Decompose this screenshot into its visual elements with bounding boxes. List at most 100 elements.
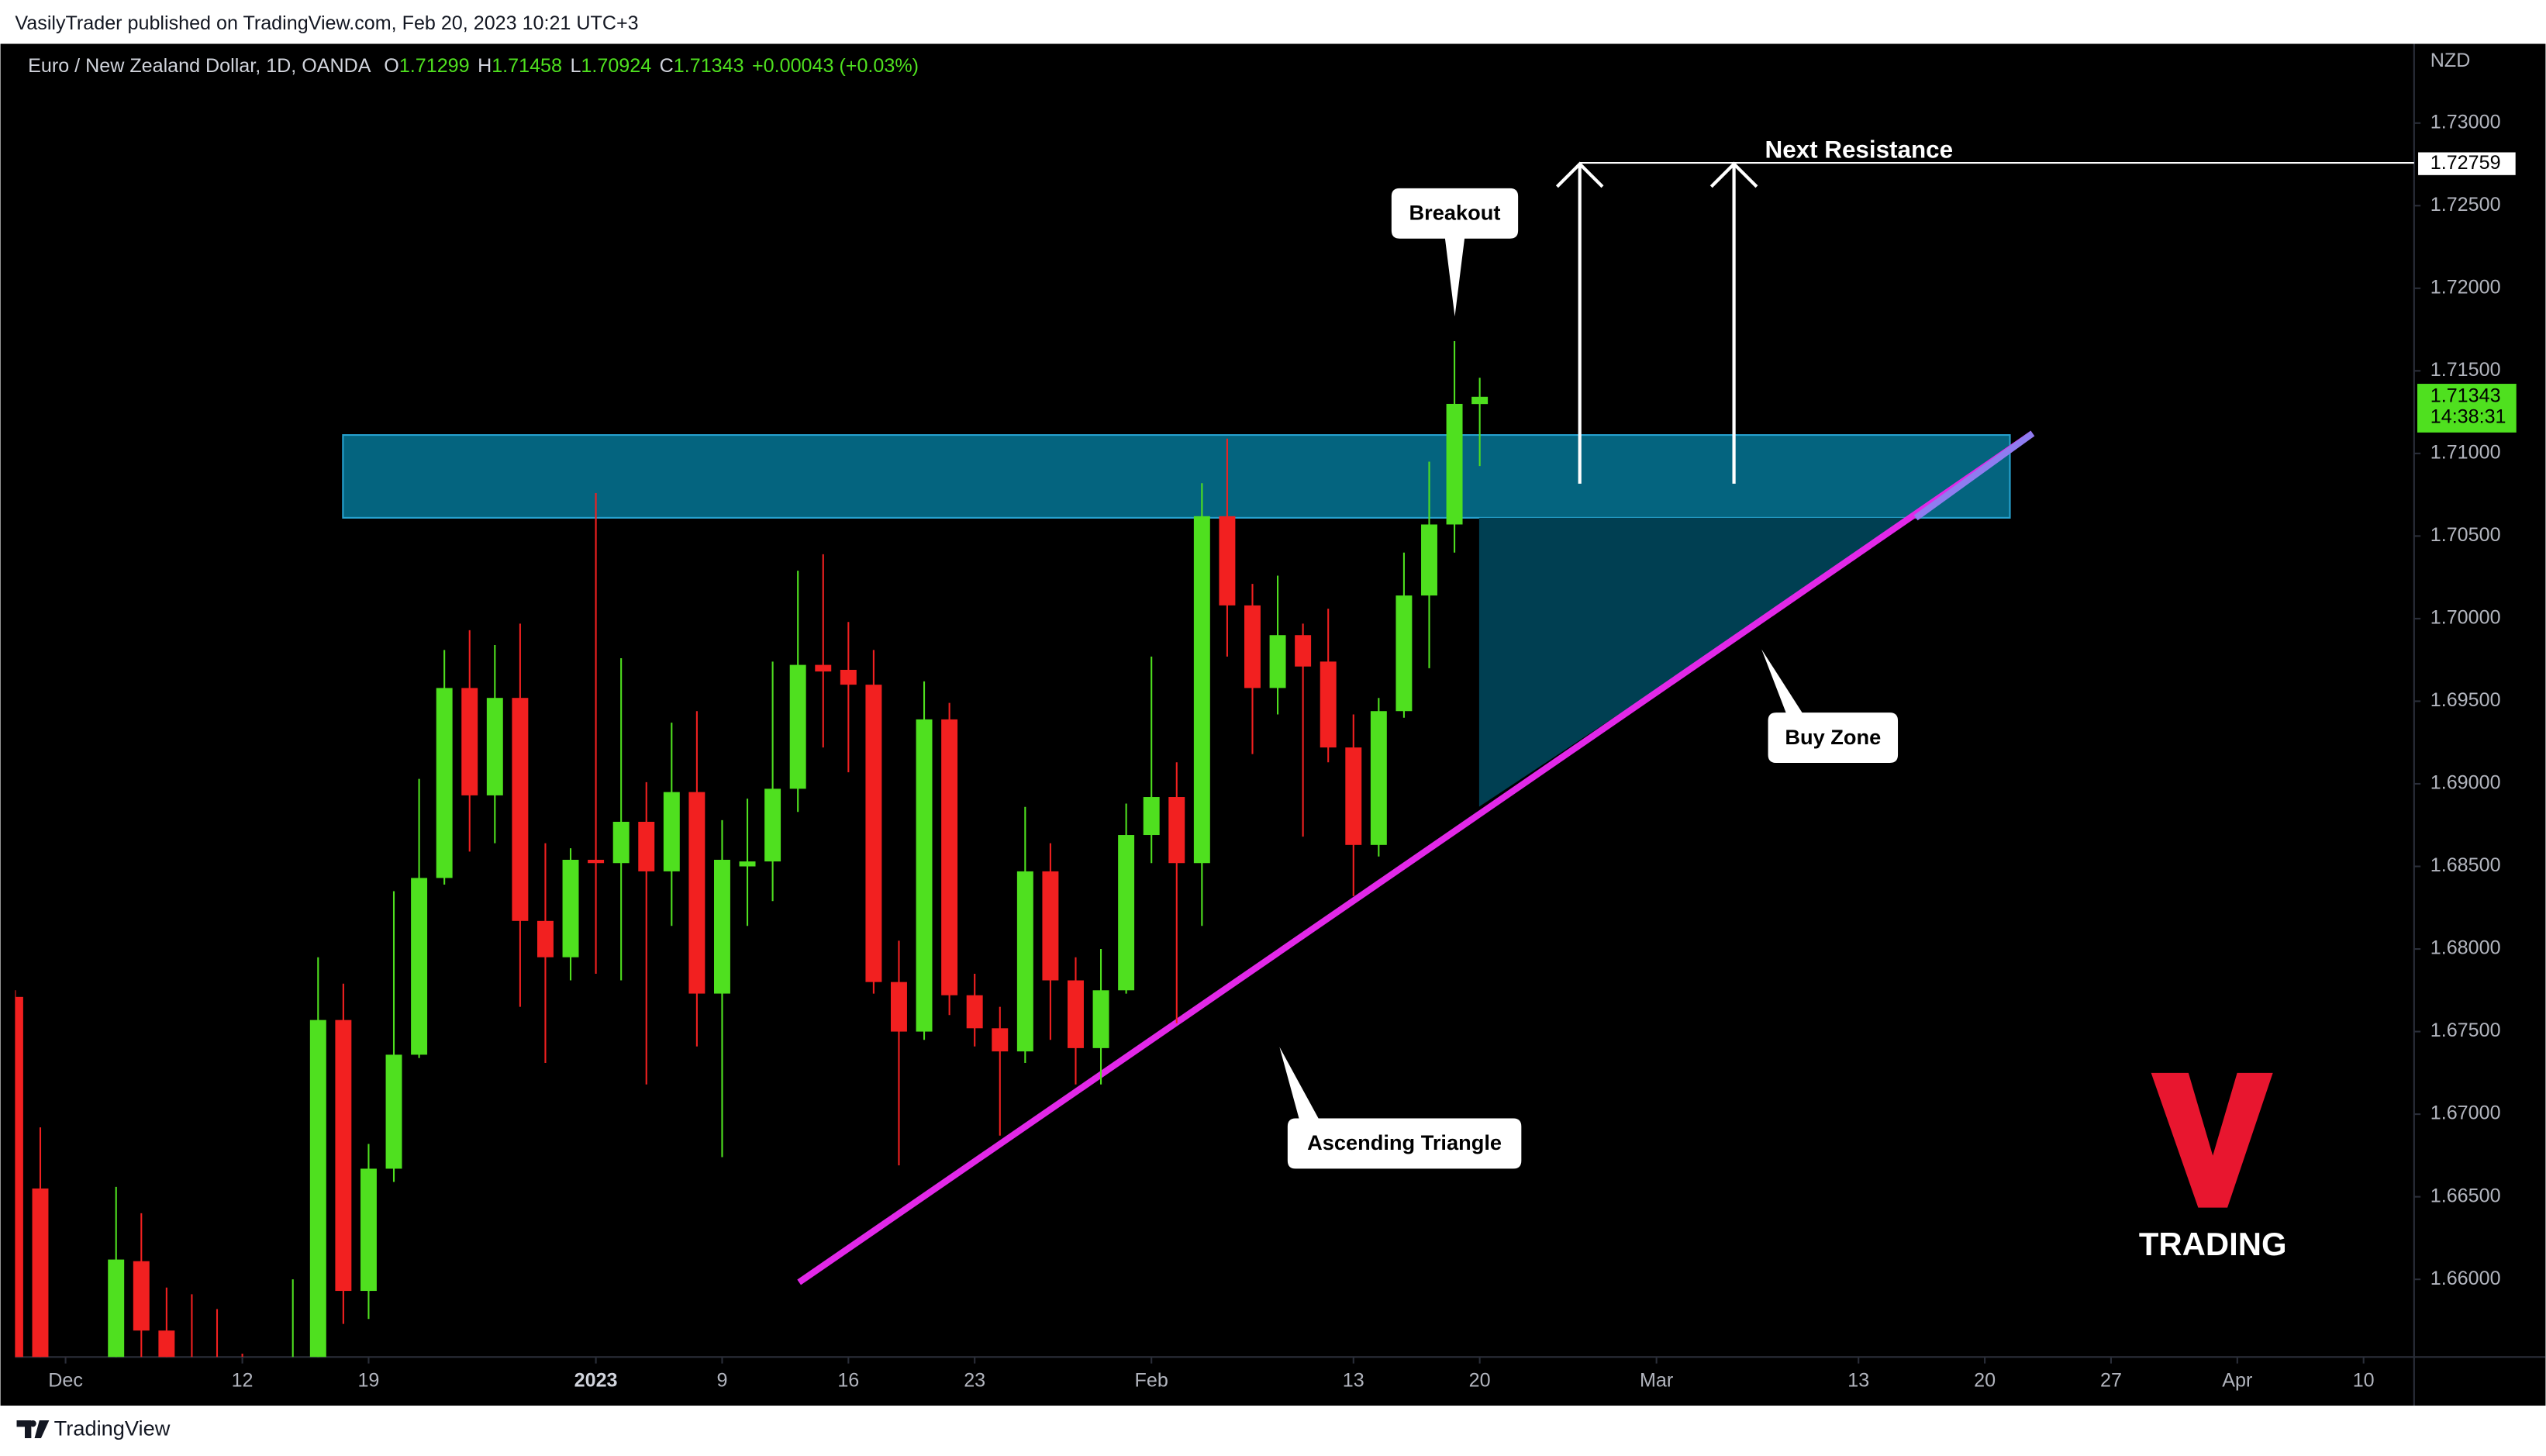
arrow xyxy=(1709,161,1758,484)
legend-key: O xyxy=(384,54,399,76)
candle-body xyxy=(436,688,453,878)
candle-body xyxy=(638,821,655,871)
candle-body xyxy=(1471,396,1489,405)
candle-body xyxy=(1092,990,1109,1048)
trendline xyxy=(797,430,2035,1285)
candle-body xyxy=(815,664,832,672)
resistance-price: 1.72759 xyxy=(2430,152,2501,174)
x-tick-label: 10 xyxy=(2353,1369,2375,1391)
candle-body xyxy=(461,688,478,795)
candle-body xyxy=(15,996,23,1358)
resistance-zone xyxy=(342,434,2011,519)
candle-body xyxy=(1118,835,1135,991)
overlay: 1.66000 1.66500 1.67000 1.67500 1.68000 1.685… xyxy=(48,111,2517,1391)
candle-body xyxy=(1244,605,1261,688)
legend-title: Euro / New Zealand Dollar, 1D, OANDA xyxy=(28,54,371,76)
candle-body xyxy=(108,1259,125,1358)
candle-body xyxy=(1269,635,1286,688)
resistance-name: Next Resistance xyxy=(1765,136,1954,164)
y-tick-label: 1.72500 xyxy=(2430,194,2501,216)
candle-body xyxy=(941,719,958,995)
footer-text: TradingView xyxy=(54,1416,171,1440)
candle-body xyxy=(1042,871,1059,981)
x-tick-label: 19 xyxy=(357,1369,379,1391)
y-tick-label: 1.69000 xyxy=(2430,772,2501,794)
y-tick-label: 1.70000 xyxy=(2430,607,2501,629)
candle-body xyxy=(1068,980,1084,1048)
candle-body xyxy=(1168,797,1185,864)
candle-body xyxy=(133,1261,150,1331)
candle-body xyxy=(840,669,857,685)
x-tick-label: 16 xyxy=(837,1369,859,1391)
legend-key: L xyxy=(570,54,581,76)
y-tick-label: 1.66500 xyxy=(2430,1185,2501,1206)
y-tick-label: 1.73000 xyxy=(2430,111,2501,133)
last-price-box xyxy=(2417,384,2517,433)
candle-body xyxy=(486,698,503,795)
candle-body xyxy=(309,1020,326,1358)
legend-key: H xyxy=(478,54,492,76)
logo-mark xyxy=(2151,1072,2273,1208)
candle-body xyxy=(1016,871,1033,1052)
y-tick-label: 1.70500 xyxy=(2430,524,2501,546)
footer-bar xyxy=(0,1406,2546,1456)
candle-body xyxy=(360,1168,377,1292)
arrows xyxy=(1555,161,1758,484)
x-tick-label: 20 xyxy=(1974,1369,1996,1391)
symbol-legend: Euro / New Zealand Dollar, 1D, OANDA O1.7… xyxy=(28,54,919,76)
x-tick-label: Dec xyxy=(48,1369,83,1391)
candle-body xyxy=(865,685,882,982)
candle-body xyxy=(1395,595,1413,712)
legend-key: C xyxy=(660,54,674,76)
last-price: 1.71343 xyxy=(2430,385,2501,406)
candle-body xyxy=(916,719,933,1032)
resistance-price-box xyxy=(2416,150,2517,177)
candle-body xyxy=(1219,516,1236,606)
candle-body xyxy=(385,1054,402,1169)
candle-body xyxy=(891,982,907,1032)
candle-body xyxy=(663,792,680,871)
candle-body xyxy=(411,878,428,1055)
y-tick-label: 1.67500 xyxy=(2430,1020,2501,1041)
candle-body xyxy=(1143,797,1160,836)
candle-body xyxy=(688,792,705,994)
callout-text: Buy Zone xyxy=(1785,725,1881,749)
currency-label: NZD xyxy=(2430,50,2471,71)
candle-body xyxy=(1370,711,1387,845)
candle-body xyxy=(1345,747,1362,845)
arrow xyxy=(1555,161,1604,484)
candle-body xyxy=(789,664,806,789)
x-tick-label: 13 xyxy=(1847,1369,1869,1391)
legend-change: +0.00043 (+0.03%) xyxy=(752,54,919,76)
candle-body xyxy=(992,1028,1009,1052)
drawings: Breakout Buy Zone Ascending Triangle TRA… xyxy=(342,161,2287,1285)
x-tick-label: 9 xyxy=(716,1369,727,1391)
candle-body xyxy=(713,859,730,994)
y-tick-label: 1.71000 xyxy=(2430,442,2501,464)
x-tick-label: 2023 xyxy=(574,1369,618,1391)
candles xyxy=(15,340,1489,1358)
x-tick-label: 27 xyxy=(2100,1369,2122,1391)
y-tick-label: 1.71500 xyxy=(2430,359,2501,381)
y-tick-label: 1.67000 xyxy=(2430,1102,2501,1124)
candle-body xyxy=(612,821,630,864)
x-tick-label: 23 xyxy=(964,1369,985,1391)
legend-value: 1.71458 xyxy=(492,54,562,76)
x-tick-label: 12 xyxy=(232,1369,254,1391)
legend-value: 1.71299 xyxy=(399,54,470,76)
callout-text: Breakout xyxy=(1409,201,1501,225)
legend-value: 1.71343 xyxy=(674,54,744,76)
y-tick-label: 1.72000 xyxy=(2430,276,2501,298)
candle-body xyxy=(1295,635,1312,667)
chart-panel xyxy=(0,43,2546,1406)
candle-body xyxy=(512,698,529,921)
trendline-tip xyxy=(1913,430,2035,521)
y-tick-label: 1.66000 xyxy=(2430,1268,2501,1289)
published-line: VasilyTrader published on TradingView.co… xyxy=(15,12,638,34)
buy-zone-callout xyxy=(1761,649,1899,764)
candle-body xyxy=(32,1188,49,1358)
candle-body xyxy=(966,995,983,1029)
callout-text: Ascending Triangle xyxy=(1307,1130,1502,1154)
